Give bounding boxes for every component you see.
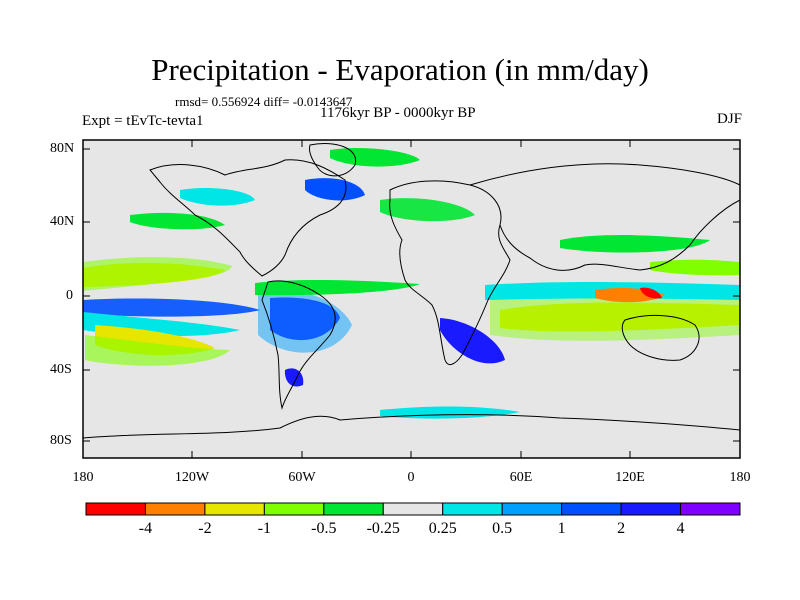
asia-green: [560, 235, 710, 253]
maritime-continent-dark: [640, 287, 662, 299]
south-pacific-green: [85, 335, 230, 366]
lat-label-80n: 80N: [50, 141, 75, 156]
lon-label-60e: 60E: [509, 470, 533, 485]
africa-blue: [440, 318, 505, 364]
colorbar-swatch: [561, 502, 622, 516]
coast-north-america: [149, 159, 347, 277]
colorbar-label: 0.5: [492, 520, 513, 537]
lon-label-120e: 120E: [615, 470, 645, 485]
colorbar-swatch: [144, 502, 206, 516]
north-atlantic-blue: [305, 178, 365, 201]
colorbar-label: 0.25: [428, 520, 457, 537]
colorbar-label: 4: [676, 520, 685, 537]
lon-label-120w: 120W: [174, 470, 210, 485]
north-pacific-green: [130, 212, 225, 230]
europe-green: [380, 198, 475, 222]
lat-ticks: [83, 148, 740, 442]
colorbar-label: -0.25: [366, 520, 400, 537]
coast-eurafrica: [389, 180, 511, 366]
colorbar: [85, 502, 741, 516]
lat-label-40n: 40N: [50, 214, 75, 229]
lon-label-60w: 60W: [288, 470, 316, 485]
lon-label-0: 0: [407, 470, 415, 485]
colorbar-label: 1: [557, 520, 566, 537]
north-pacific-cyan: [180, 188, 255, 206]
colorbar-swatch: [382, 502, 444, 516]
coast-south-america: [261, 280, 336, 410]
lon-label-180e: 180: [729, 470, 751, 485]
colorbar-label: -4: [138, 520, 153, 537]
coast-greenland: [309, 143, 357, 177]
precip-fields: [83, 148, 740, 419]
coast-asia: [469, 163, 741, 271]
chart-title: Precipitation - Evaporation (in mm/day): [151, 52, 649, 87]
colorbar-swatch: [85, 502, 146, 516]
colorbar-swatch: [263, 502, 325, 516]
coastlines: [82, 143, 741, 439]
colorbar-swatch: [680, 502, 741, 516]
colorbar-swatch: [620, 502, 682, 516]
colorbar-label: 2: [617, 520, 626, 537]
experiment-label: Expt = tEvTc-tevta1: [82, 113, 204, 129]
indian-ocean-green: [490, 294, 740, 341]
pacific-green-band: [83, 257, 232, 291]
lon-ticks: [191, 140, 631, 458]
colorbar-swatch: [442, 502, 503, 516]
lat-label-40s: 40S: [50, 362, 72, 377]
colorbar-swatch: [204, 502, 265, 516]
lat-label-80s: 80S: [50, 433, 72, 448]
period-text: 1176kyr BP - 0000kyr BP: [320, 105, 476, 121]
stats-text: rmsd= 0.556924 diff= -0.0143647: [175, 94, 353, 109]
colorbar-swatch: [501, 502, 563, 516]
colorbar-label: -1: [257, 520, 272, 537]
lon-label-180w: 180: [72, 470, 94, 485]
indian-ocean-yellow: [500, 302, 740, 332]
colorbar-label: -0.5: [311, 520, 337, 537]
coast-australia: [621, 315, 700, 361]
west-pacific-yellow: [650, 259, 740, 276]
lat-label-0: 0: [66, 288, 73, 303]
coast-antarctica: [82, 414, 741, 439]
colorbar-label: -2: [198, 520, 212, 537]
pacific-blue-south: [83, 298, 260, 317]
season-label: DJF: [716, 111, 742, 127]
colorbar-swatch: [323, 502, 384, 516]
